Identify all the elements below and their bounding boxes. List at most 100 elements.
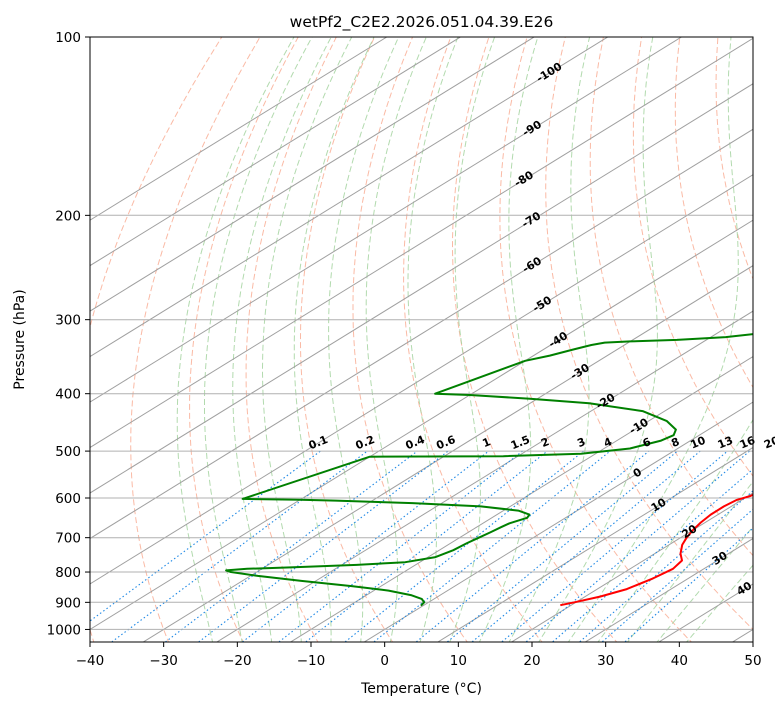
y-tick-label: 1000 [47, 622, 81, 638]
temperature-profile-line [560, 493, 753, 607]
x-tick-label: −30 [149, 653, 178, 669]
y-tick-label: 100 [55, 30, 81, 46]
x-tick-label: 10 [450, 653, 467, 669]
moist-adiabat-line [449, 37, 496, 642]
isotherm-line [90, 37, 753, 449]
isotherm-line [90, 128, 753, 540]
moist-adiabat-line [204, 37, 313, 642]
isotherm-label: -40 [546, 329, 570, 351]
mixing-ratio-line [164, 450, 418, 642]
isotherm-line [90, 37, 683, 403]
plot-frame [89, 36, 754, 643]
isotherm-line [215, 310, 753, 642]
y-tick-label: 300 [55, 313, 81, 329]
x-tick-label: −10 [297, 653, 326, 669]
mixing-ratio-line [578, 490, 753, 642]
mixing-ratio-line [241, 450, 490, 642]
isotherm-label: -70 [519, 209, 543, 231]
isotherm-line [90, 37, 462, 267]
isotherm-label: -50 [530, 293, 554, 315]
mixing-ratio-label: 3 [575, 435, 587, 450]
mixing-ratio-line [277, 450, 523, 642]
moist-adiabat-line [597, 418, 753, 642]
isotherm-line [90, 37, 388, 221]
isotherm-line [90, 37, 609, 358]
isotherm-line [142, 265, 753, 642]
moist-adiabat-line [176, 37, 295, 642]
y-tick-label: 500 [55, 444, 81, 460]
x-tick-label: 20 [523, 653, 540, 669]
isotherm-label: -90 [520, 118, 544, 140]
isotherm-label: -100 [534, 60, 565, 86]
dry-adiabat-line [189, 37, 299, 642]
mixing-ratio-label: 2 [539, 435, 551, 450]
y-tick-label: 700 [55, 531, 81, 547]
x-axis-ticks: −40 −30 −20 −10 0 10 20 30 40 50 [76, 642, 762, 669]
dry-adiabat-line [403, 37, 543, 642]
y-tick-label: 400 [55, 387, 81, 403]
x-tick-label: 50 [744, 653, 761, 669]
mixing-ratio-line [304, 450, 548, 642]
y-tick-label: 200 [55, 208, 81, 224]
x-tick-label: −40 [76, 653, 105, 669]
isotherm-line [584, 537, 753, 642]
x-tick-label: 40 [671, 653, 688, 669]
x-tick-label: 30 [597, 653, 614, 669]
moist-adiabat-line [407, 37, 459, 642]
moist-adiabat-line [365, 37, 427, 642]
mixing-ratio-label: 0.6 [434, 433, 457, 452]
mixing-ratio-label: 10 [688, 434, 707, 452]
mixing-ratio-line [110, 450, 368, 642]
mixing-ratio-line [446, 450, 678, 642]
background-isolines [90, 37, 775, 644]
isotherm-line [436, 446, 753, 642]
y-tick-label: 900 [55, 595, 81, 611]
moist-adiabat-line [262, 37, 353, 642]
mixing-ratio-line [601, 508, 753, 642]
isotherm-label: 40 [734, 579, 754, 598]
mixing-ratio-label: 13 [716, 434, 735, 452]
chart-title: wetPf2_C2E2.2026.051.04.39.E26 [290, 13, 554, 32]
isotherm-line [363, 401, 753, 642]
y-axis-label: Pressure (hPa) [12, 289, 28, 389]
isotherm-line [289, 355, 753, 642]
isotherm-label: 20 [680, 522, 700, 541]
mixing-ratio-line [551, 468, 753, 642]
mixing-ratio-line [525, 450, 750, 642]
isotherm-label: 0 [631, 465, 645, 480]
y-axis-ticks: 100 200 300 400 500 600 700 800 900 1000 [47, 30, 90, 638]
mixing-ratio-line [623, 527, 753, 642]
dry-adiabat-line [756, 37, 775, 644]
dewpoint-profile-line [225, 333, 753, 607]
mixing-ratio-line [344, 450, 584, 642]
mixing-ratio-label: 4 [602, 435, 614, 450]
profile-series [225, 333, 753, 607]
y-tick-label: 800 [55, 565, 81, 581]
moist-adiabat-line [567, 37, 739, 642]
isotherm-line [90, 83, 753, 494]
mixing-ratio-line [197, 450, 449, 642]
x-tick-label: 0 [380, 653, 389, 669]
isotherm-label: -60 [520, 254, 544, 276]
moist-adiabat-line [328, 37, 400, 642]
moist-adiabat-line [232, 37, 332, 642]
isotherm-line [90, 174, 753, 585]
moist-adiabat-line [293, 37, 375, 642]
pressure-gridlines [90, 37, 753, 630]
mixing-ratio-line [90, 450, 321, 622]
mixing-ratio-label: 8 [669, 435, 681, 450]
x-tick-label: −20 [223, 653, 252, 669]
dry-adiabat-line [90, 37, 223, 642]
mixing-ratio-line [372, 450, 611, 642]
mixing-ratio-line [415, 450, 650, 642]
mixing-ratio-line [471, 450, 701, 642]
y-tick-label: 600 [55, 491, 81, 507]
isotherm-label: -80 [512, 168, 536, 190]
x-axis-label: Temperature (°C) [360, 681, 482, 697]
isotherm-line [90, 219, 753, 630]
isotherm-line [90, 37, 536, 312]
dry-adiabat-line [674, 37, 753, 389]
mixing-ratio-label: 20 [762, 434, 775, 452]
isotherm-line [510, 492, 753, 642]
